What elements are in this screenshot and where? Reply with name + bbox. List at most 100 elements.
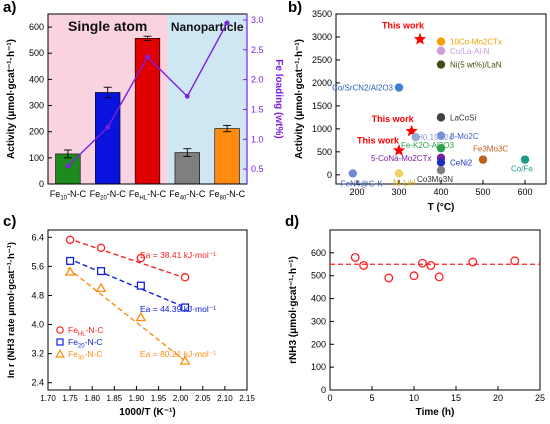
y-axis-label-c: ln r (NH3 rate μmol·gcat⁻¹·h⁻¹) bbox=[6, 242, 17, 378]
point-d-7 bbox=[468, 257, 478, 267]
y-tick-label-c-2: 4.0 bbox=[31, 320, 44, 330]
region-label-0: Single atom bbox=[68, 18, 147, 34]
x-tick-label-c-6: 2.00 bbox=[173, 394, 189, 403]
ea-label-c-0: Ea = 38.41 kJ·mol⁻¹ bbox=[140, 250, 216, 260]
point-d-0 bbox=[350, 252, 360, 262]
fit-line-c-0 bbox=[67, 237, 188, 280]
point-b-9 bbox=[411, 132, 420, 142]
x-tick-label-4-sub: 80 bbox=[220, 196, 227, 202]
fe-loading-point-1 bbox=[105, 124, 111, 130]
fe-loading-point-0 bbox=[65, 163, 71, 169]
x-tick-label-c-8: 2.10 bbox=[217, 394, 233, 403]
point-label-b-8: β-Mo2C bbox=[450, 132, 479, 141]
y2-tick-label-1: 1.0 bbox=[251, 134, 264, 144]
point-b-5 bbox=[436, 60, 446, 69]
x-tick-label-b-3: 500 bbox=[475, 187, 490, 197]
point-b-8 bbox=[436, 131, 446, 140]
point-b-14 bbox=[478, 155, 488, 164]
y-tick-label-b-6: 3000 bbox=[312, 32, 332, 42]
panel-label-d: d) bbox=[285, 213, 299, 230]
panel-b: 200 300 400 500 600 0 500 1000 1500 2000 2500 3000 3… bbox=[288, 0, 547, 213]
point-d-2 bbox=[384, 273, 394, 283]
ea-label-c-2: Ea = 80.21 kJ·mol⁻¹ bbox=[140, 349, 216, 359]
y-tick-label-c-3: 4.8 bbox=[31, 290, 44, 300]
y-tick-label-0: 0 bbox=[39, 179, 44, 189]
x-tick-label-d-2: 10 bbox=[409, 393, 419, 403]
legend-label-c-0-base: Fe bbox=[68, 325, 78, 335]
bar-4 bbox=[214, 128, 240, 185]
point-b-7 bbox=[436, 113, 446, 122]
y-tick-label-4: 400 bbox=[29, 74, 44, 84]
point-label-b-13: Co3Mo3N bbox=[417, 175, 453, 184]
point-label-b-14: Fe3Mo3C bbox=[473, 145, 508, 154]
y-tick-label-1: 100 bbox=[29, 153, 44, 163]
x-tick-label-d-1: 5 bbox=[369, 393, 374, 403]
point-c-1-2 bbox=[136, 281, 145, 290]
x-tick-label-4-rest: -N-C bbox=[226, 189, 245, 199]
y-tick-label-b-4: 2000 bbox=[312, 78, 332, 88]
x-tick-label-0-rest: -N-C bbox=[67, 189, 86, 199]
point-b-6 bbox=[394, 83, 404, 92]
x-tick-label-2: FeHL-N-C bbox=[129, 189, 167, 202]
x-tick-label-d-5: 25 bbox=[535, 393, 545, 403]
x-tick-label-d-3: 15 bbox=[451, 393, 461, 403]
legend-label-c-2: Fe40-N-C bbox=[68, 349, 103, 362]
point-c-0-1 bbox=[96, 243, 106, 253]
x-axis-label-c: 1000/T (K⁻¹) bbox=[119, 407, 175, 418]
ea-label-c-1: Ea = 44.39 kJ·mol⁻¹ bbox=[140, 304, 216, 314]
legend-marker-c-1 bbox=[56, 338, 64, 346]
point-b-15 bbox=[520, 155, 530, 164]
point-b-17 bbox=[348, 169, 357, 178]
x-tick-label-3-base: Fe bbox=[169, 189, 180, 199]
point-label-b-15: Co/Fe bbox=[511, 165, 533, 174]
y-axis-label-b: Activity (μmol·gcat⁻¹·h⁻¹) bbox=[294, 39, 305, 159]
bar-3 bbox=[174, 152, 200, 185]
y-tick-label-d-0: 0 bbox=[321, 385, 326, 395]
point-c-2-3 bbox=[179, 355, 191, 365]
y2-tick-label-3: 2.0 bbox=[251, 75, 264, 85]
x-tick-label-1-sub: 20 bbox=[100, 196, 107, 202]
point-c-0-0 bbox=[65, 235, 75, 245]
y-tick-label-d-5: 500 bbox=[311, 271, 326, 281]
point-b-1 bbox=[405, 124, 418, 137]
point-d-3 bbox=[409, 271, 419, 281]
fit-line-c-2 bbox=[67, 267, 188, 364]
point-b-10 bbox=[436, 143, 446, 153]
y-tick-label-c-0: 2.4 bbox=[31, 378, 44, 388]
panel-label-a: a) bbox=[3, 0, 16, 16]
x-tick-label-b-0: 200 bbox=[349, 187, 364, 197]
x-axis-label-d: Time (h) bbox=[416, 407, 455, 418]
point-c-0-3 bbox=[180, 273, 190, 282]
point-label-b-2: This work bbox=[357, 135, 400, 145]
region-label-1: Nanoparticle bbox=[171, 20, 244, 34]
point-label-b-6: Co/SrCN2/Al2O3 bbox=[332, 84, 393, 93]
point-b-12 bbox=[436, 158, 446, 167]
point-d-6 bbox=[434, 272, 444, 282]
x-tick-label-2-base: Fe bbox=[129, 189, 140, 199]
y-tick-label-b-2: 1000 bbox=[312, 124, 332, 134]
point-c-2-0 bbox=[64, 266, 76, 276]
x-tick-label-0-base: Fe bbox=[50, 189, 61, 199]
point-b-3 bbox=[436, 37, 446, 46]
y-tick-label-6: 600 bbox=[29, 22, 44, 32]
x-tick-label-d-0: 0 bbox=[327, 393, 332, 403]
point-b-16 bbox=[394, 169, 404, 178]
y-tick-label-2: 200 bbox=[29, 127, 44, 137]
panel-d: 0 5 10 15 20 25 0 100 200 300 400 500 600 rNH3 (μmol·… bbox=[285, 213, 545, 418]
y-tick-label-5: 500 bbox=[29, 48, 44, 58]
bar-1 bbox=[95, 92, 121, 185]
point-label-b-3: 10Co-Mo2CTx bbox=[450, 38, 502, 47]
legend-label-c-0-sub: HL bbox=[78, 332, 86, 338]
x-tick-label-b-2: 400 bbox=[433, 187, 448, 197]
plot-frame-c bbox=[47, 229, 248, 391]
y-tick-label-b-3: 1500 bbox=[312, 101, 332, 111]
y-tick-label-c-1: 3.2 bbox=[31, 349, 44, 359]
fe-loading-point-4 bbox=[224, 20, 230, 26]
x-tick-label-c-3: 1.85 bbox=[107, 394, 123, 403]
point-b-2 bbox=[392, 144, 406, 156]
legend-label-c-1: Fe20-N-C bbox=[68, 337, 103, 350]
x-tick-label-3-rest: -N-C bbox=[186, 189, 205, 199]
legend-label-c-0: FeHL-N-C bbox=[68, 325, 104, 338]
